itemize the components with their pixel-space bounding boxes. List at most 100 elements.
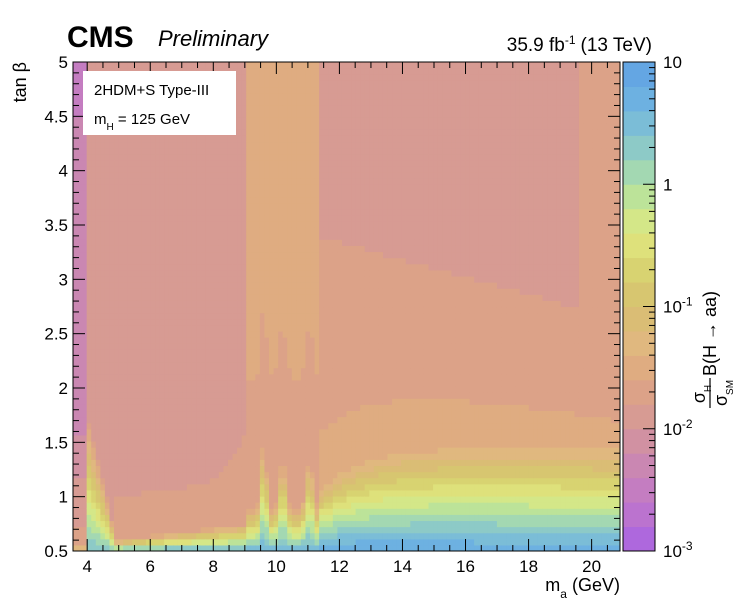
heatmap-cell [269,337,275,344]
heatmap-cell [91,233,97,240]
heatmap-cell [191,520,197,528]
heatmap-cell [155,178,161,185]
heatmap-cell [73,465,79,473]
heatmap-cell [255,514,261,522]
heatmap-cell [355,379,361,387]
heatmap-cell [191,159,197,167]
heatmap-cell [127,208,133,216]
heatmap-cell [100,135,106,143]
heatmap-cell [264,428,270,436]
heatmap-cell [141,532,147,540]
heatmap-cell [218,159,225,167]
heatmap-cell [337,135,343,143]
heatmap-cell [123,453,129,460]
heatmap-cell [132,392,138,399]
heatmap-cell [168,355,174,363]
heatmap-cell [237,453,243,460]
heatmap-cell [300,422,307,430]
heatmap-cell [296,141,302,149]
heatmap-cell [346,233,352,240]
heatmap-cell [296,324,302,332]
heatmap-cell [310,544,316,551]
heatmap-cell [305,422,311,430]
heatmap-cell [150,184,156,191]
heatmap-cell [200,257,206,265]
heatmap-cell [159,269,165,277]
heatmap-cell [269,251,275,259]
heatmap-cell [145,220,152,228]
heatmap-cell [109,440,115,448]
heatmap-cell [273,410,279,418]
heatmap-cell [177,300,183,308]
heatmap-cell [296,337,302,344]
heatmap-cell [332,410,338,418]
heatmap-cell [227,361,234,369]
heatmap-cell [127,428,133,436]
heatmap-cell [136,282,142,289]
heatmap-cell [168,489,174,497]
heatmap-cell [73,202,79,210]
heatmap-cell [241,214,247,222]
heatmap-cell [164,367,170,375]
heatmap-cell [264,80,270,88]
heatmap-cell [351,508,357,515]
heatmap-cell [155,453,161,460]
heatmap-cell [132,538,138,546]
heatmap-cell [218,153,225,161]
heatmap-cell [77,110,83,118]
heatmap-cell [227,355,234,363]
heatmap-cell [269,306,275,314]
heatmap-cell [337,440,343,448]
heatmap-cell [282,483,288,491]
heatmap-cell [305,263,311,271]
heatmap-cell [109,392,115,399]
heatmap-cell [136,428,142,436]
heatmap-cell [300,172,307,179]
heatmap-cell [323,343,329,350]
heatmap-cell [168,361,174,369]
heatmap-cell [77,410,83,418]
heatmap-cell [73,318,79,326]
heatmap-cell [218,324,225,332]
heatmap-cell [341,208,348,216]
heatmap-cell [300,459,307,467]
heatmap-cell [328,306,334,314]
heatmap-cell [218,269,225,277]
heatmap-cell [100,318,106,326]
heatmap-cell [114,245,120,253]
heatmap-cell [287,434,293,442]
heatmap-cell [214,385,220,393]
heatmap-cell [150,532,156,540]
heatmap-cell [182,379,188,387]
heatmap-cell [278,330,284,338]
heatmap-cell [351,86,357,94]
heatmap-cell [337,373,343,381]
heatmap-cell [218,147,225,155]
heatmap-cell [300,147,307,155]
heatmap-cell [246,440,252,448]
heatmap-cell [86,184,92,191]
heatmap-cell [200,172,206,179]
heatmap-cell [186,62,193,69]
heatmap-cell [282,392,288,399]
heatmap-cell [241,532,247,540]
heatmap-cell [250,251,256,259]
heatmap-cell [109,398,115,405]
heatmap-cell [182,385,188,393]
heatmap-cell [186,324,193,332]
heatmap-cell [241,86,247,94]
heatmap-cell [241,263,247,271]
heatmap-cell [319,349,325,356]
heatmap-cell [351,465,357,473]
heatmap-cell [246,398,252,405]
heatmap-cell [241,544,247,551]
heatmap-cell [200,178,206,185]
heatmap-cell [91,355,97,363]
heatmap-cell [269,208,275,216]
heatmap-cell [141,263,147,271]
heatmap-cell [332,245,338,253]
heatmap-cell [269,318,275,326]
heatmap-cell [132,489,138,497]
heatmap-cell [145,147,152,155]
heatmap-cell [300,269,307,277]
